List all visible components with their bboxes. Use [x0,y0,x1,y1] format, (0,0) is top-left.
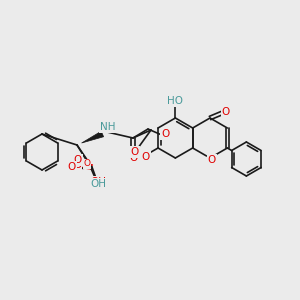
Text: O: O [83,160,91,169]
Text: O: O [130,147,139,157]
Text: O: O [73,160,81,170]
Text: O: O [142,152,150,162]
Text: O: O [68,162,76,172]
Text: O: O [74,155,82,165]
Text: O: O [161,129,169,139]
Text: O: O [222,107,230,117]
Text: OH: OH [90,179,106,189]
Text: HO: HO [167,96,183,106]
Text: O: O [129,153,137,163]
Polygon shape [82,131,104,143]
Text: O: O [208,155,216,165]
Text: OH: OH [90,177,106,187]
Text: NH: NH [100,122,116,132]
